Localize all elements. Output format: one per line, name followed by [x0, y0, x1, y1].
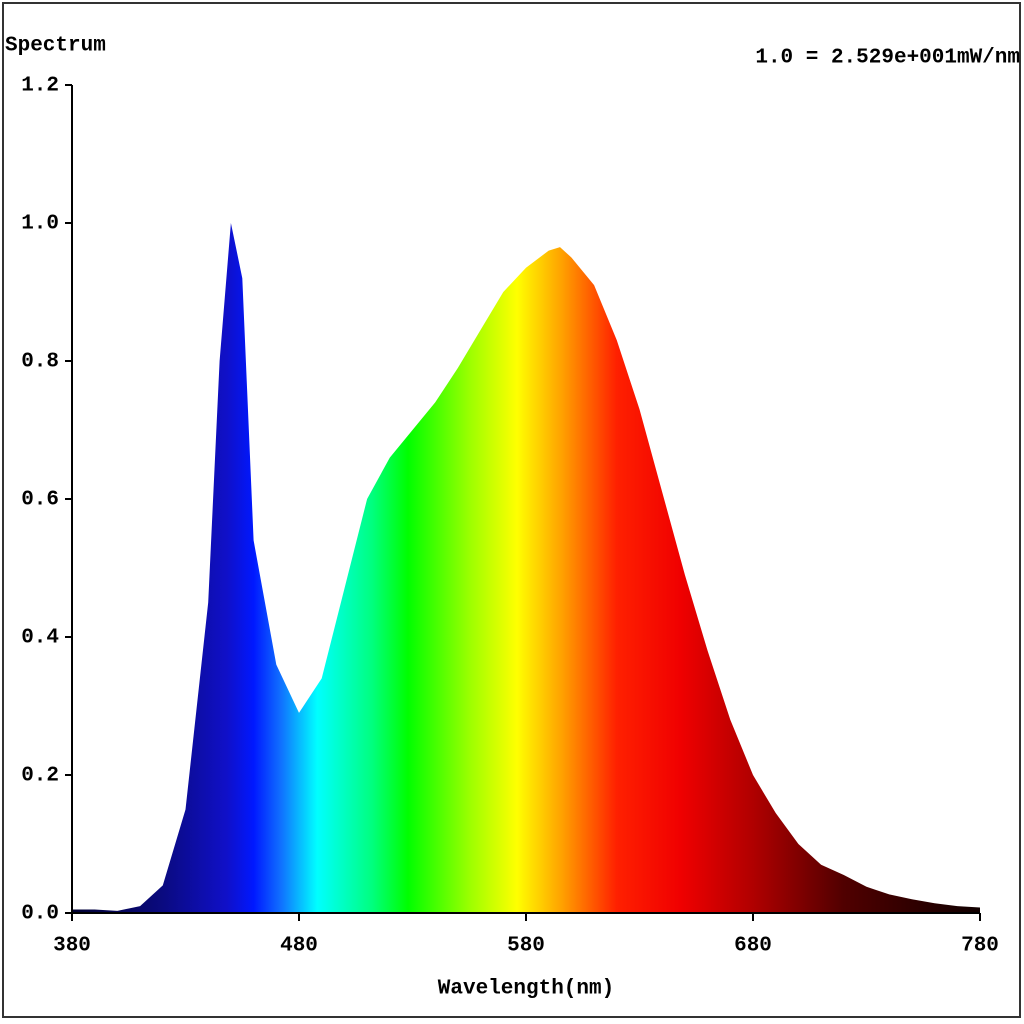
x-tick-label: 580: [507, 935, 545, 958]
x-tick-label: 380: [53, 935, 91, 958]
y-tick-label: 1.2: [21, 75, 59, 98]
spectrum-area: [72, 223, 980, 913]
y-tick-label: 0.4: [21, 627, 59, 650]
chart-title: Spectrum: [5, 35, 106, 58]
x-axis-label: Wavelength(nm): [438, 978, 614, 1001]
y-tick-label: 0.0: [21, 903, 59, 926]
y-tick-label: 0.2: [21, 765, 59, 788]
y-tick-label: 0.6: [21, 489, 59, 512]
x-tick-label: 780: [961, 935, 999, 958]
annotation: 1.0 = 2.529e+001mW/nm: [755, 47, 1020, 70]
x-tick-label: 680: [734, 935, 772, 958]
x-tick-label: 480: [280, 935, 318, 958]
y-tick-label: 0.8: [21, 351, 59, 374]
y-tick-label: 1.0: [21, 213, 59, 236]
